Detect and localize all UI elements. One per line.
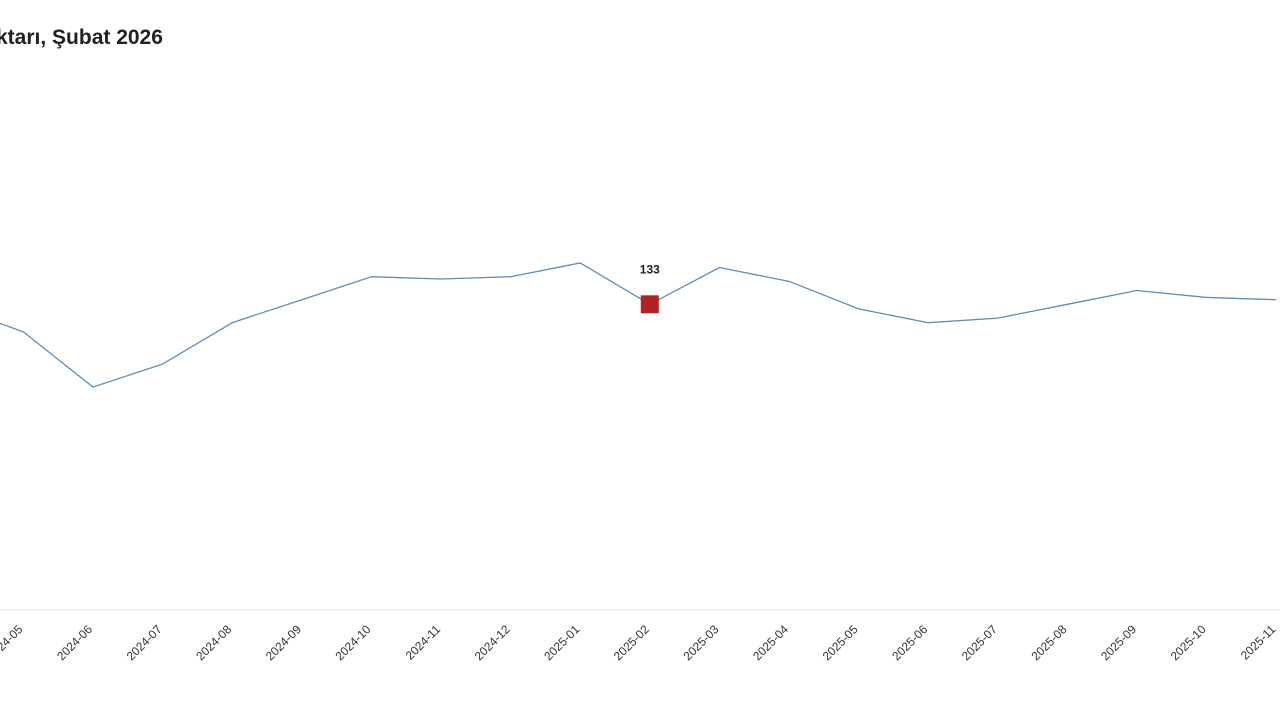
x-tick-label: 2025-04: [750, 622, 791, 663]
x-tick-label: 2025-11: [1238, 622, 1279, 663]
x-tick-label: 2025-05: [820, 622, 861, 663]
x-tick-label: 2025-03: [680, 622, 721, 663]
x-tick-label: 2025-01: [541, 622, 582, 663]
x-tick-label: 2024-11: [403, 622, 444, 663]
data-label: 133: [640, 262, 660, 276]
chart-title: ktarı, Şubat 2026: [0, 26, 163, 49]
x-tick-label: 2025-07: [959, 622, 1000, 663]
x-tick-label: 2024-08: [193, 622, 234, 663]
x-tick-label: 2024-05: [0, 622, 26, 663]
x-tick-label: 2025-02: [611, 622, 652, 663]
x-tick-label: 2024-09: [263, 622, 304, 663]
x-tick-label: 2024-10: [332, 622, 373, 663]
x-tick-label: 2024-12: [472, 622, 513, 663]
x-tick-label: 2025-10: [1168, 622, 1209, 663]
x-tick-label: 2024-07: [124, 622, 165, 663]
x-tick-label: 2025-08: [1028, 622, 1069, 663]
highlight-marker: [640, 295, 659, 314]
x-tick-label: 2025-09: [1098, 622, 1139, 663]
x-tick-label: 2025-06: [889, 622, 930, 663]
x-tick-label: 2024-06: [54, 622, 95, 663]
line: [0, 262, 1277, 388]
